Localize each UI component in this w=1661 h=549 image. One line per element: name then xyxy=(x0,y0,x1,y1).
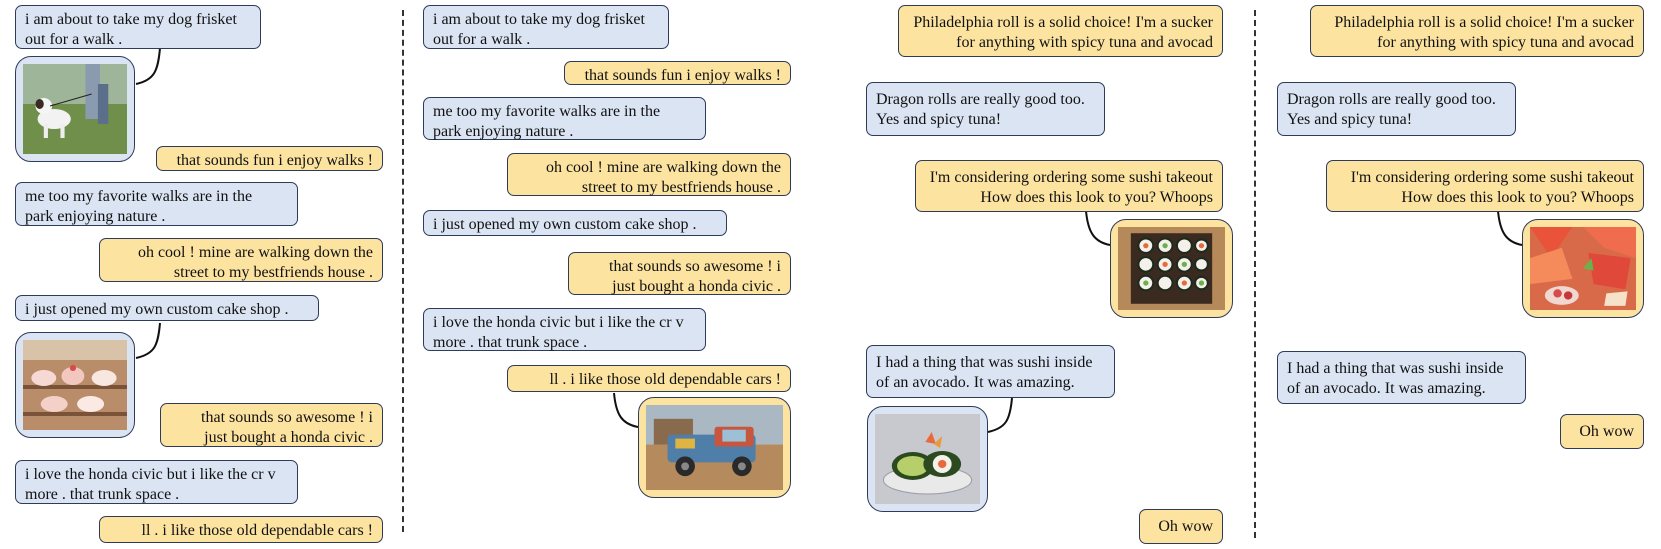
dog-walk-photo-icon xyxy=(23,64,127,154)
old-truck-photo-icon xyxy=(646,405,783,490)
p2-msg-1: i am about to take my dog frisket out fo… xyxy=(423,5,669,49)
p1-msg-7: i love the honda civic but i like the cr… xyxy=(15,460,298,504)
p1-msg-5: i just opened my own custom cake shop . xyxy=(15,295,319,321)
p4-msg-1: Philadelphia roll is a solid choice! I'm… xyxy=(1310,5,1644,57)
p3-avocado-image xyxy=(867,406,988,512)
p4-msg-4: I had a thing that was sushi inside of a… xyxy=(1277,351,1526,404)
divider-left xyxy=(402,10,404,532)
p2-truck-image xyxy=(638,397,791,498)
p3-msg-1: Philadelphia roll is a solid choice! I'm… xyxy=(898,5,1223,57)
p1-msg-8: ll . i like those old dependable cars ! xyxy=(99,516,383,543)
avocado-sushi-photo-icon xyxy=(875,414,980,504)
p3-sushi-box-image xyxy=(1110,219,1233,318)
p2-msg-4: oh cool ! mine are walking down the stre… xyxy=(507,153,791,196)
p3-msg-3: I'm considering ordering some sushi take… xyxy=(915,160,1223,212)
p2-msg-3: me too my favorite walks are in the park… xyxy=(423,97,706,140)
p4-msg-5: Oh wow xyxy=(1560,414,1644,449)
connector-p2-truck xyxy=(613,392,639,428)
sushi-box-photo-icon xyxy=(1118,227,1225,310)
connector-p4-sashimi xyxy=(1497,210,1523,246)
p2-msg-7: i love the honda civic but i like the cr… xyxy=(423,308,706,351)
connector-p1-dog xyxy=(135,47,161,85)
p3-msg-4: I had a thing that was sushi inside of a… xyxy=(866,345,1115,398)
connector-p3-avocado xyxy=(987,397,1013,433)
connector-p1-cake xyxy=(135,322,161,359)
p3-msg-2: Dragon rolls are really good too. Yes an… xyxy=(866,82,1105,136)
p4-sashimi-image xyxy=(1522,219,1644,318)
p1-msg-3: me too my favorite walks are in the park… xyxy=(15,182,298,226)
p1-msg-6: that sounds so awesome ! i just bought a… xyxy=(160,403,383,447)
cake-shop-photo-icon xyxy=(23,340,127,430)
p3-msg-5: Oh wow xyxy=(1139,509,1223,544)
p2-msg-2: that sounds fun i enjoy walks ! xyxy=(564,61,791,85)
p2-msg-6: that sounds so awesome ! i just bought a… xyxy=(568,252,791,295)
p1-msg-2: that sounds fun i enjoy walks ! xyxy=(156,146,383,171)
p2-msg-8: ll . i like those old dependable cars ! xyxy=(507,365,791,392)
sashimi-platter-photo-icon xyxy=(1530,227,1636,310)
p1-dog-image xyxy=(15,56,135,162)
p4-msg-3: I'm considering ordering some sushi take… xyxy=(1326,160,1644,212)
divider-right xyxy=(1254,10,1256,538)
p1-msg-1: i am about to take my dog frisket out fo… xyxy=(15,5,261,49)
p4-msg-2: Dragon rolls are really good too. Yes an… xyxy=(1277,82,1516,136)
p2-msg-5: i just opened my own custom cake shop . xyxy=(423,210,727,236)
connector-p3-sushi xyxy=(1085,210,1111,246)
p1-msg-4: oh cool ! mine are walking down the stre… xyxy=(99,238,383,282)
p1-cake-image xyxy=(15,332,135,438)
